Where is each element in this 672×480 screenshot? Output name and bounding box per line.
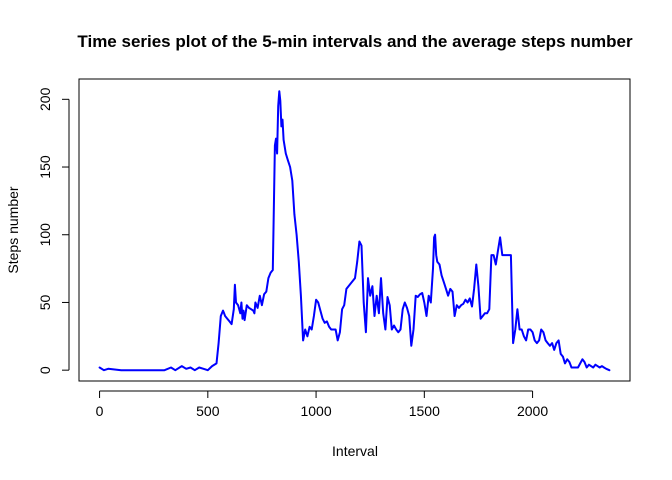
series-line [98, 90, 611, 372]
x-tick-label: 1000 [300, 403, 331, 419]
x-tick-label: 0 [96, 403, 104, 419]
x-axis-label: Interval [332, 443, 378, 459]
y-tick-label: 0 [37, 366, 53, 374]
plot-frame [78, 78, 631, 382]
x-tick-label: 500 [196, 403, 220, 419]
y-axis: 0 50 100 150 200 [37, 87, 70, 374]
x-axis: 0 500 1000 1500 2000 [96, 390, 548, 419]
chart-title: Time series plot of the 5-min intervals … [77, 32, 633, 51]
y-tick-label: 200 [37, 87, 53, 111]
y-axis-label: Steps number [5, 186, 21, 273]
y-tick-label: 50 [37, 294, 53, 310]
y-tick-label: 150 [37, 155, 53, 179]
y-tick-label: 100 [37, 223, 53, 247]
x-tick-label: 1500 [409, 403, 440, 419]
x-tick-label: 2000 [517, 403, 548, 419]
